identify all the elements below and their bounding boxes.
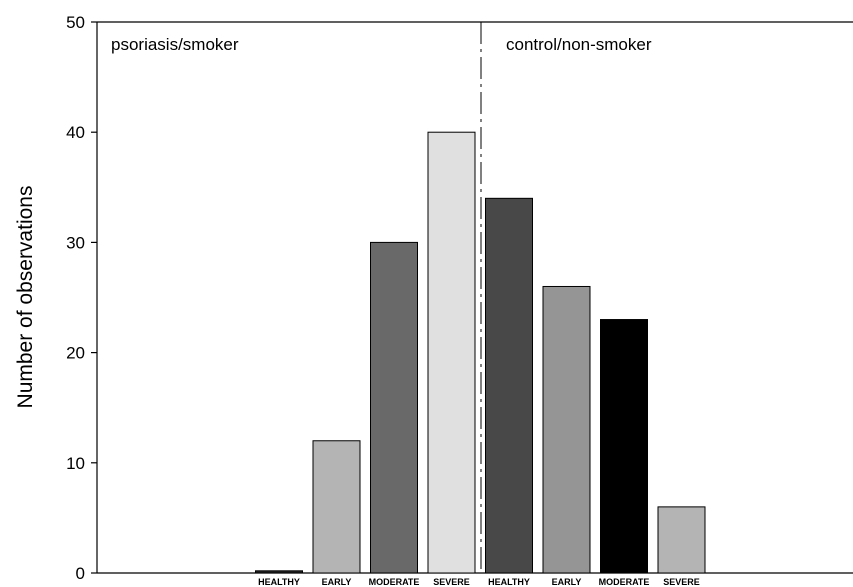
y-tick-label: 40 [66,123,85,142]
y-tick-label: 50 [66,13,85,32]
y-tick-label: 30 [66,233,85,252]
y-tick-label: 0 [76,564,85,583]
x-category-label: HEALTHY [488,577,530,587]
x-category-label: HEALTHY [258,577,300,587]
bar-moderate-control-non-smoker [600,319,648,574]
bar-severe-control-non-smoker [657,506,706,574]
x-category-label: MODERATE [599,577,650,587]
annotation-control-non-smoker: control/non-smoker [506,35,652,54]
category-labels: HEALTHY EARLY MODERATE SEVERE HEALTHY EARLY MO… [258,577,700,587]
bar-severe-psoriasis-smoker [427,131,476,574]
x-category-label: SEVERE [663,577,700,587]
bar-healthy-control-non-smoker [485,197,533,574]
x-category-label: SEVERE [433,577,470,587]
y-ticks: 0 10 20 30 40 50 [66,13,97,583]
y-axis-title: Number of observations [14,186,37,409]
annotation-psoriasis-smoker: psoriasis/smoker [111,35,239,54]
y-tick-label: 20 [66,344,85,363]
bar-healthy-psoriasis-smoker [255,570,303,574]
bar-early-psoriasis-smoker [312,440,361,574]
x-category-label: EARLY [322,577,352,587]
bar-moderate-psoriasis-smoker [370,241,418,574]
x-category-label: EARLY [552,577,582,587]
bars [255,131,706,574]
bar-early-control-non-smoker [542,285,591,574]
y-tick-label: 10 [66,454,85,473]
x-category-label: MODERATE [369,577,420,587]
